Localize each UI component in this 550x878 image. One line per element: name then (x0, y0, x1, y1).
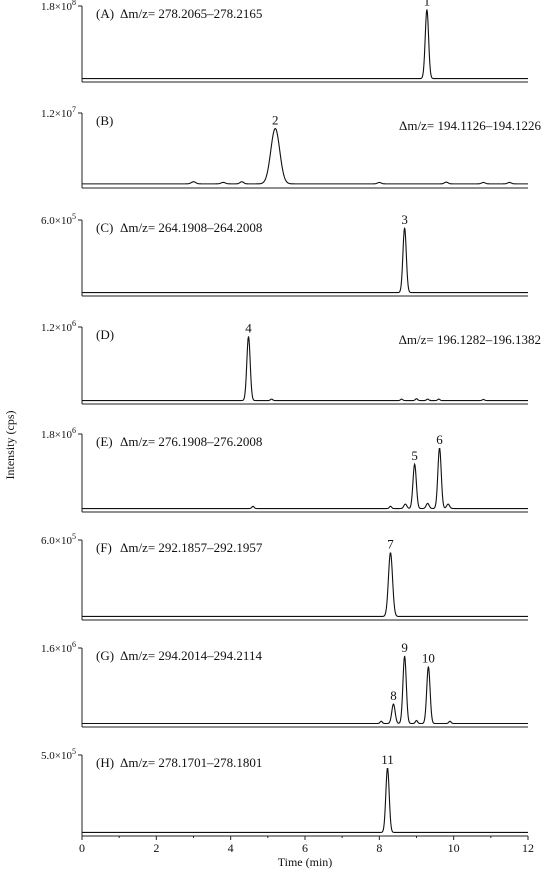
panel-1: 1.8×108 (A) Δm/z= 278.2065–278.2165 1 (41, 0, 528, 83)
ymax-exponent: 6 (72, 319, 76, 328)
panel-3: 6.0×105 (C) Δm/z= 264.1908–264.2008 3 (41, 212, 528, 297)
panel-trace (82, 227, 528, 294)
ymax-exponent: 5 (72, 532, 76, 541)
panel-letter: (G) (96, 648, 114, 663)
ymax-times: ×10 (55, 1, 73, 13)
panel-trace (82, 552, 528, 618)
peak-label-3: 3 (401, 212, 408, 227)
ymax-times: ×10 (55, 750, 73, 762)
panel-letter: (E) (96, 434, 113, 449)
ymax-times: ×10 (55, 215, 73, 227)
panel-mz-range: Δm/z= 194.1126–194.1226 (399, 118, 541, 133)
panel-7: 1.6×106 (G) Δm/z= 294.2014–294.2114 8 9 10 (41, 640, 528, 728)
ymax-mantissa: 1.6 (41, 643, 55, 655)
ymax-times: ×10 (55, 535, 73, 547)
ymax-exponent: 7 (72, 105, 76, 114)
panel-6: 6.0×105 (F) Δm/z= 292.1857–292.1957 7 (41, 532, 528, 621)
panel-mz-range: Δm/z= 196.1282–196.1382 (399, 332, 541, 347)
ymax-exponent: 5 (72, 212, 76, 221)
ymax-times: ×10 (55, 429, 73, 441)
x-axis: 0 2 4 6 8 10 12 (79, 836, 534, 855)
panel-letter: (D) (96, 327, 114, 342)
ymax-mantissa: 6.0 (41, 215, 55, 227)
peak-label-11: 11 (381, 752, 394, 767)
ymax-times: ×10 (55, 108, 73, 120)
peak-label-6: 6 (436, 432, 443, 447)
panel-ymax-label: 1.2×107 (41, 105, 76, 120)
panel-trace (82, 336, 528, 402)
panel-ymax-label: 1.8×106 (41, 426, 76, 441)
ymax-exponent: 8 (72, 0, 76, 7)
peak-label-7: 7 (387, 537, 394, 552)
panel-letter: (A) (96, 6, 114, 21)
x-tick-label: 2 (153, 841, 159, 855)
ymax-exponent: 6 (72, 640, 76, 649)
panel-letter: (H) (96, 755, 114, 770)
ymax-mantissa: 5.0 (41, 750, 55, 762)
x-tick-label: 10 (448, 841, 460, 855)
ymax-times: ×10 (55, 643, 73, 655)
panel-trace (82, 9, 528, 80)
ymax-mantissa: 1.2 (41, 322, 55, 334)
peak-label-5: 5 (411, 448, 418, 463)
panels-group: 1.8×108(A) Δm/z= 278.2065–278.216511.2×10… (41, 0, 541, 837)
y-axis-title: Intensity (cps) (3, 411, 17, 480)
panel-mz-range: Δm/z= 276.1908–276.2008 (120, 434, 262, 449)
x-axis-title: Time (min) (278, 855, 333, 869)
panel-mz-range: Δm/z= 278.2065–278.2165 (120, 6, 262, 21)
ymax-exponent: 6 (72, 426, 76, 435)
ymax-mantissa: 6.0 (41, 535, 55, 547)
panel-letter: (B) (96, 113, 113, 128)
panel-mz-range: Δm/z= 278.1701–278.1801 (120, 755, 262, 770)
x-tick-label: 0 (79, 841, 85, 855)
panel-trace (82, 447, 528, 510)
panel-8: 5.0×105 (H) Δm/z= 278.1701–278.1801 11 (41, 747, 528, 837)
panel-trace (82, 127, 528, 185)
peak-label-4: 4 (245, 320, 252, 335)
panel-ymax-label: 1.6×106 (41, 640, 76, 655)
x-tick-label: 12 (522, 841, 534, 855)
panel-letter: (F) (96, 540, 112, 555)
ymax-times: ×10 (55, 322, 73, 334)
x-tick-label: 8 (376, 841, 382, 855)
panel-mz-range: Δm/z= 264.1908–264.2008 (120, 220, 262, 235)
peak-label-8: 8 (390, 688, 397, 703)
ymax-exponent: 5 (72, 747, 76, 756)
panel-trace (82, 655, 528, 725)
panel-2: 1.2×107 (B) Δm/z= 194.1126–194.1226 2 (41, 105, 541, 189)
x-tick-label: 6 (302, 841, 308, 855)
panel-letter: (C) (96, 220, 113, 235)
ymax-mantissa: 1.2 (41, 108, 55, 120)
panel-mz-range: Δm/z= 294.2014–294.2114 (120, 648, 262, 663)
panel-ymax-label: 5.0×105 (41, 747, 76, 762)
x-tick-label: 4 (228, 841, 234, 855)
panel-4: 1.2×106 (D) Δm/z= 196.1282–196.1382 4 (41, 319, 541, 405)
ymax-mantissa: 1.8 (41, 429, 55, 441)
peak-label-10: 10 (422, 651, 435, 666)
peak-label-9: 9 (401, 640, 408, 655)
panel-ymax-label: 6.0×105 (41, 532, 76, 547)
peak-label-2: 2 (272, 112, 279, 127)
peak-label-1: 1 (424, 0, 431, 8)
panel-mz-range: Δm/z= 292.1857–292.1957 (120, 540, 263, 555)
ymax-mantissa: 1.8 (41, 1, 55, 13)
panel-ymax-label: 1.8×108 (41, 0, 76, 13)
panel-trace (82, 767, 528, 834)
panel-ymax-label: 1.2×106 (41, 319, 76, 334)
panel-ymax-label: 6.0×105 (41, 212, 76, 227)
